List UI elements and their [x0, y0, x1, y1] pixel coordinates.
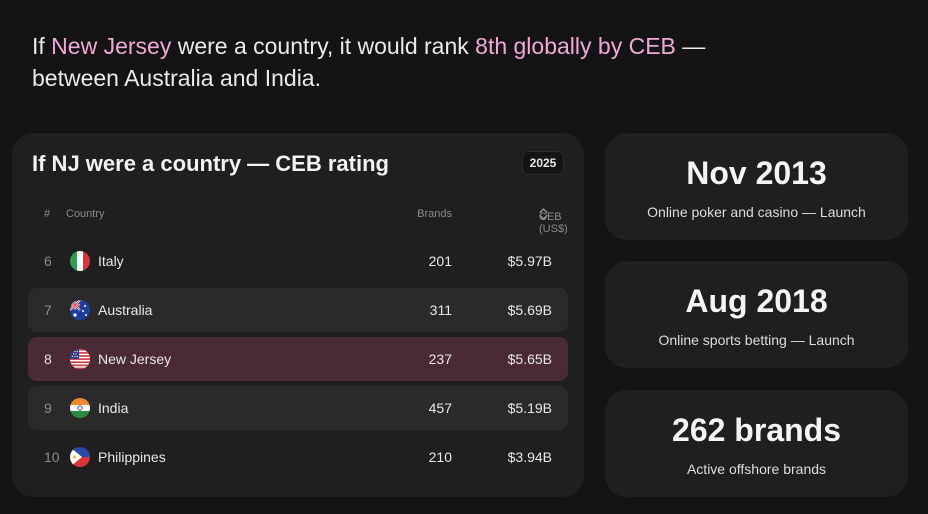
stat-card-sports-launch: Aug 2018 Online sports betting — Launch	[605, 261, 908, 368]
row-country: India	[98, 400, 129, 416]
headline-state: New Jersey	[51, 33, 172, 59]
table-title: If NJ were a country — CEB rating	[32, 151, 389, 176]
table-row: 10 Philippines 210 $3.94B	[28, 435, 568, 479]
headline-middle: were a country, it would rank	[171, 33, 476, 59]
table-row: 7 Australia 311 $5.69B	[28, 288, 568, 332]
headline: If New Jersey were a country, it would r…	[32, 30, 752, 94]
row-country: Philippines	[98, 449, 166, 465]
row-country: New Jersey	[98, 351, 172, 367]
ranking-table-card: If NJ were a country — CEB rating 2025 #…	[12, 133, 584, 497]
row-country: Italy	[98, 253, 124, 269]
sort-icon	[539, 208, 548, 220]
row-ceb: $3.94B	[507, 449, 552, 465]
column-header-rank: #	[44, 208, 51, 220]
stat-value: Nov 2013	[686, 155, 827, 191]
row-country: Australia	[98, 302, 153, 318]
row-ceb: $5.65B	[507, 351, 552, 367]
australia-flag-icon	[70, 300, 90, 320]
stat-value: 262 brands	[672, 412, 841, 448]
row-rank: 7	[44, 302, 52, 318]
table-row: 6 Italy 201 $5.97B	[28, 239, 568, 283]
us-flag-icon	[70, 349, 90, 369]
table-row-highlighted: 8 New Jersey 237 $5.65B	[28, 337, 568, 381]
stat-label: Online poker and casino — Launch	[647, 204, 866, 220]
stat-value: Aug 2018	[685, 283, 828, 319]
table-row: 9 India 457 $5.19B	[28, 386, 568, 430]
stat-label: Online sports betting — Launch	[658, 332, 855, 348]
row-brands: 201	[428, 253, 452, 269]
year-badge: 2025	[522, 151, 564, 175]
column-header-brands: Brands	[417, 208, 452, 220]
column-header-ceb-label: CEB (US$)	[539, 211, 568, 235]
italy-flag-icon	[70, 251, 90, 271]
table-header: # Country Brands CEB (US$)	[28, 205, 568, 235]
row-ceb: $5.19B	[507, 400, 552, 416]
row-rank: 6	[44, 253, 52, 269]
stat-card-poker-launch: Nov 2013 Online poker and casino — Launc…	[605, 133, 908, 240]
row-brands: 237	[428, 351, 452, 367]
row-brands: 210	[428, 449, 452, 465]
stat-label: Active offshore brands	[686, 461, 827, 477]
philippines-flag-icon	[70, 447, 90, 467]
row-ceb: $5.97B	[507, 253, 552, 269]
row-brands: 311	[429, 302, 452, 318]
headline-prefix: If	[32, 33, 52, 59]
row-ceb: $5.69B	[507, 302, 552, 318]
column-header-country: Country	[66, 208, 105, 220]
row-brands: 457	[428, 400, 452, 416]
row-rank: 9	[44, 400, 52, 416]
row-rank: 10	[44, 449, 60, 465]
stat-card-offshore-brands: 262 brands Active offshore brands	[605, 390, 908, 497]
row-rank: 8	[44, 351, 52, 367]
headline-rank: 8th globally by CEB	[475, 33, 676, 59]
column-header-ceb-sort[interactable]: CEB (US$)	[539, 208, 568, 235]
india-flag-icon	[70, 398, 90, 418]
headline-suffix: — between Australia and India.	[32, 33, 706, 91]
